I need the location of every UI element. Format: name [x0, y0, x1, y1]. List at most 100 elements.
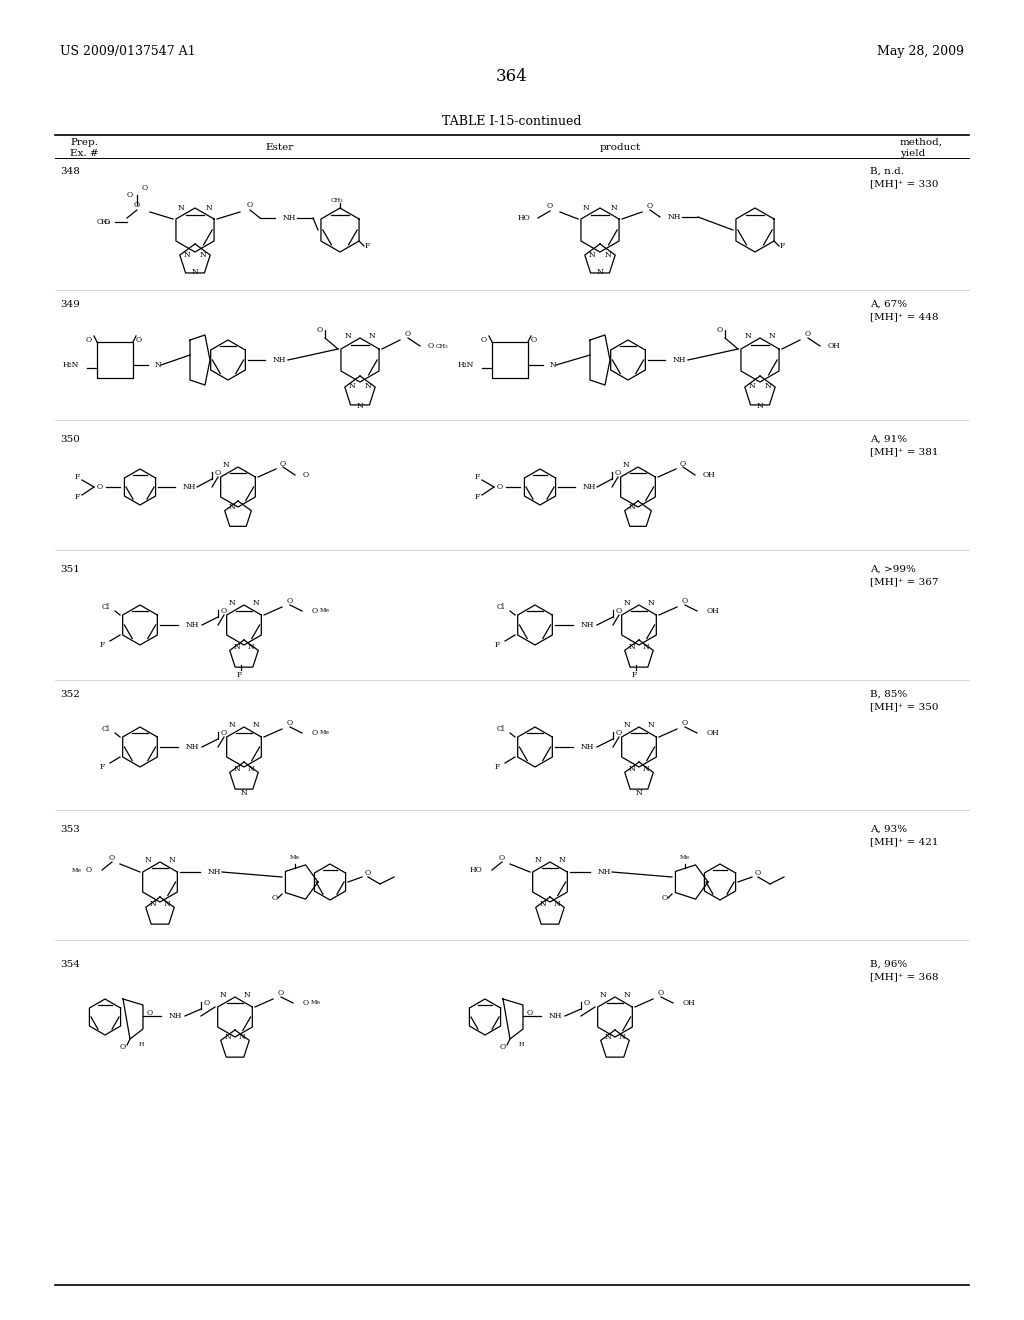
Text: O: O	[317, 326, 323, 334]
Text: O: O	[287, 719, 293, 727]
Text: N: N	[647, 599, 654, 607]
Text: Me: Me	[311, 1001, 321, 1006]
Text: O: O	[312, 607, 318, 615]
Text: Me: Me	[290, 855, 300, 861]
Text: NH: NH	[186, 620, 200, 630]
Text: O: O	[136, 337, 142, 345]
Text: N: N	[540, 900, 547, 908]
Text: O: O	[104, 218, 110, 226]
Text: N: N	[624, 991, 631, 999]
Text: US 2009/0137547 A1: US 2009/0137547 A1	[60, 45, 196, 58]
Text: O: O	[287, 597, 293, 605]
Text: N: N	[365, 381, 372, 389]
Text: N: N	[629, 503, 635, 511]
Text: 350: 350	[60, 436, 80, 444]
Text: O: O	[500, 1043, 506, 1051]
Text: N: N	[169, 855, 175, 865]
Text: N: N	[206, 205, 212, 213]
Text: N: N	[239, 1034, 246, 1041]
Text: F: F	[75, 492, 80, 502]
Text: O: O	[616, 607, 622, 615]
Text: N: N	[228, 503, 236, 511]
Text: O: O	[109, 854, 115, 862]
Text: NH: NH	[208, 869, 221, 876]
Text: N: N	[369, 333, 376, 341]
Text: O: O	[497, 483, 503, 491]
Text: B, 85%
[MH]⁺ = 350: B, 85% [MH]⁺ = 350	[870, 690, 939, 710]
Text: N: N	[191, 268, 199, 276]
Text: N: N	[356, 403, 364, 411]
Text: N: N	[228, 721, 236, 729]
Text: A, 91%
[MH]⁺ = 381: A, 91% [MH]⁺ = 381	[870, 436, 939, 455]
Text: F: F	[99, 642, 105, 649]
Text: N: N	[348, 381, 355, 389]
Text: H₂N: H₂N	[62, 360, 79, 370]
Text: A, 67%
[MH]⁺ = 448: A, 67% [MH]⁺ = 448	[870, 300, 939, 321]
Text: 351: 351	[60, 565, 80, 574]
Text: N: N	[248, 643, 254, 651]
Text: O: O	[127, 191, 133, 199]
Text: N: N	[765, 381, 771, 389]
Text: N: N	[624, 721, 631, 729]
Text: H: H	[519, 1043, 524, 1048]
Text: NH: NH	[673, 356, 686, 364]
Text: N: N	[253, 721, 259, 729]
Text: 348: 348	[60, 168, 80, 176]
Text: N: N	[222, 461, 229, 469]
Text: N: N	[744, 333, 752, 341]
Text: B, n.d.
[MH]⁺ = 330: B, n.d. [MH]⁺ = 330	[870, 168, 939, 187]
Text: Cl: Cl	[497, 725, 505, 733]
Text: O: O	[215, 469, 221, 477]
Text: O: O	[247, 201, 253, 209]
Text: N: N	[554, 900, 560, 908]
Text: N: N	[535, 855, 542, 865]
Text: O: O	[527, 1008, 534, 1016]
Text: O: O	[134, 201, 140, 209]
Text: N: N	[589, 251, 595, 259]
Text: N: N	[164, 900, 170, 908]
Text: N: N	[610, 205, 617, 213]
Text: O: O	[86, 866, 92, 874]
Text: N: N	[757, 403, 763, 411]
Text: O: O	[682, 719, 688, 727]
Text: N: N	[604, 1034, 611, 1041]
Text: O: O	[680, 459, 686, 469]
Text: N: N	[769, 333, 775, 341]
Text: N: N	[253, 599, 259, 607]
Text: NH: NH	[186, 743, 200, 751]
Text: O: O	[755, 869, 761, 876]
Text: F: F	[632, 671, 637, 678]
Text: NH: NH	[581, 743, 594, 751]
Text: Me: Me	[319, 609, 330, 614]
Text: 364: 364	[496, 69, 528, 84]
Text: Me: Me	[319, 730, 330, 735]
Text: O: O	[278, 989, 284, 997]
Text: F: F	[495, 642, 500, 649]
Text: HO: HO	[517, 214, 530, 222]
Text: CH₃: CH₃	[331, 198, 343, 203]
Text: F: F	[75, 473, 80, 480]
Text: O: O	[86, 337, 92, 345]
Text: Me: Me	[72, 867, 82, 873]
Text: H₂N: H₂N	[458, 360, 474, 370]
Text: N: N	[550, 360, 557, 370]
Text: N: N	[228, 599, 236, 607]
Text: N: N	[618, 1034, 626, 1041]
Text: N: N	[604, 251, 611, 259]
Text: O: O	[531, 337, 538, 345]
Text: Cl: Cl	[101, 603, 110, 611]
Text: N: N	[643, 643, 649, 651]
Text: O: O	[404, 330, 411, 338]
Text: NH: NH	[549, 1012, 562, 1020]
Text: O: O	[312, 729, 318, 737]
Text: NH: NH	[273, 356, 287, 364]
Text: method,
yield: method, yield	[900, 139, 943, 158]
Text: NH: NH	[169, 1012, 182, 1020]
Text: N: N	[155, 360, 162, 370]
Text: N: N	[623, 461, 630, 469]
Text: N: N	[629, 766, 635, 774]
Text: O: O	[365, 869, 371, 876]
Text: A, 93%
[MH]⁺ = 421: A, 93% [MH]⁺ = 421	[870, 825, 939, 846]
Text: H: H	[139, 1043, 144, 1048]
Text: TABLE I-15-continued: TABLE I-15-continued	[442, 115, 582, 128]
